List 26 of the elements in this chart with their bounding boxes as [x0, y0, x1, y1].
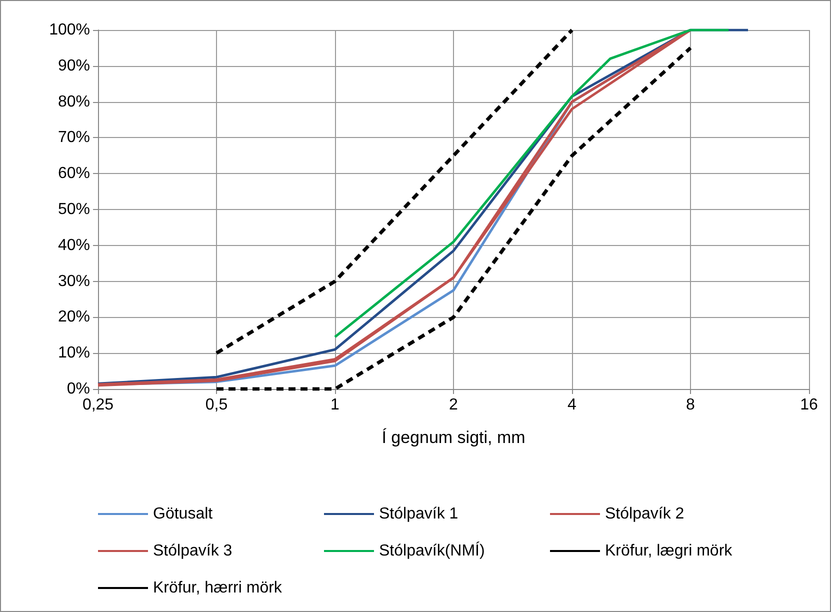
y-tick-label: 10%: [58, 344, 90, 362]
y-tick-label: 40%: [58, 236, 90, 254]
legend-label: Stólpavík 2: [605, 506, 684, 522]
y-tick-label: 60%: [58, 165, 90, 182]
y-tick-label: 80%: [58, 93, 90, 110]
x-tick-label: 0,5: [205, 396, 228, 414]
legend-label: Kröfur, hærri mörk: [153, 580, 283, 596]
x-tick-label: 0,25: [82, 396, 114, 414]
x-axis-title: Í gegnum sigti, mm: [382, 428, 526, 447]
legend-label: Stólpavík(NMÍ): [379, 542, 485, 560]
x-tick-label: 8: [686, 396, 696, 414]
y-tick-label: 30%: [58, 272, 90, 290]
y-tick-label: 20%: [58, 308, 90, 326]
legend-label: Kröfur, lægri mörk: [605, 542, 734, 560]
y-tick-label: 70%: [58, 129, 90, 146]
legend-label: Stólpavík 3: [153, 542, 232, 560]
y-tick-label: 50%: [58, 201, 90, 218]
y-tick-label: 100%: [49, 22, 90, 38]
x-tick-label: 2: [449, 396, 458, 414]
x-tick-label: 4: [568, 396, 577, 414]
x-tick-label: 1: [330, 396, 340, 414]
legend-label: Götusalt: [153, 506, 214, 522]
x-tick-label: 16: [800, 396, 818, 414]
y-tick-label: 90%: [58, 57, 90, 74]
legend-label: Stólpavík 1: [379, 506, 458, 522]
y-tick-label: 0%: [66, 380, 90, 398]
